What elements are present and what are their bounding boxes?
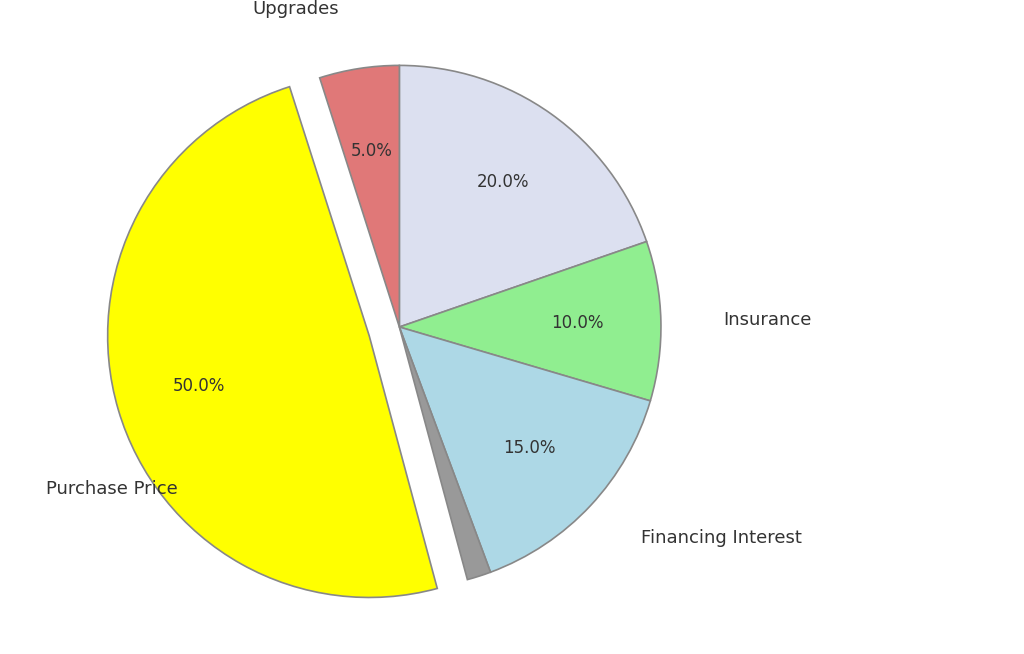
Text: Financing Interest: Financing Interest bbox=[641, 528, 802, 547]
Text: Purchase Price: Purchase Price bbox=[46, 480, 178, 498]
Text: Maintenance: Maintenance bbox=[354, 0, 470, 1]
Wedge shape bbox=[399, 241, 660, 401]
Text: 20.0%: 20.0% bbox=[476, 173, 528, 191]
Wedge shape bbox=[399, 65, 646, 327]
Text: 10.0%: 10.0% bbox=[551, 314, 603, 332]
Text: Insurance: Insurance bbox=[724, 311, 812, 329]
Text: Upgrades: Upgrades bbox=[252, 0, 339, 18]
Text: 5.0%: 5.0% bbox=[351, 142, 393, 160]
Wedge shape bbox=[399, 327, 650, 572]
Wedge shape bbox=[399, 327, 490, 579]
Wedge shape bbox=[108, 87, 437, 598]
Wedge shape bbox=[319, 65, 399, 327]
Text: 50.0%: 50.0% bbox=[172, 377, 225, 395]
Text: 15.0%: 15.0% bbox=[503, 439, 556, 457]
